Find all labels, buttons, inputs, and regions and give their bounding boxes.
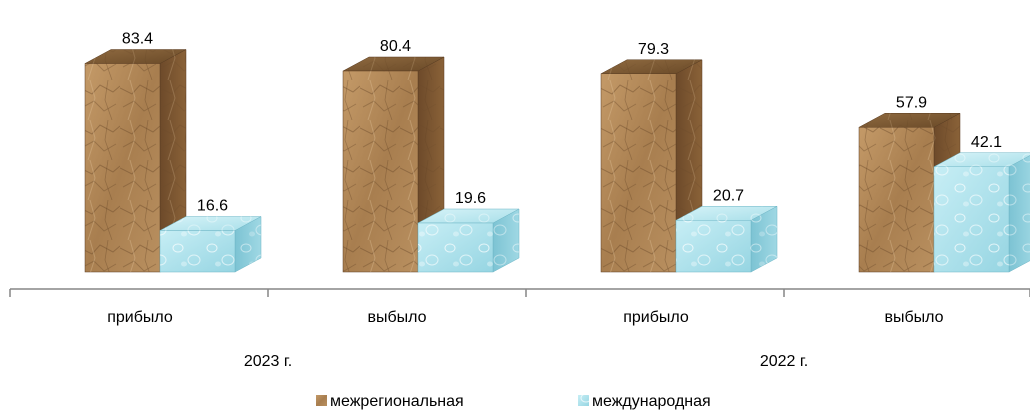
bar-front-texture	[343, 71, 418, 272]
group-label-2: 2022 г.	[760, 353, 808, 370]
bar-side-texture	[160, 49, 186, 272]
value-label-series-2-cat-1: 16.6	[197, 198, 228, 215]
value-label-series-1-cat-3: 79.3	[638, 41, 669, 58]
bar-top-texture	[859, 113, 960, 128]
bar-top-texture	[934, 152, 1030, 167]
bar-side-texture	[751, 206, 777, 272]
category-label-3: прибыло	[623, 309, 689, 326]
bar-series-2-cat-2	[417, 208, 520, 273]
bar-front-texture	[601, 73, 676, 272]
bar-top-texture	[343, 57, 444, 71]
bar-side-texture	[493, 209, 519, 272]
category-label-1: прибыло	[107, 309, 173, 326]
category-label-4: выбыло	[884, 309, 943, 326]
bar-top-texture	[418, 209, 519, 223]
value-label-series-2-cat-2: 19.6	[455, 190, 486, 207]
bars-layer	[84, 49, 1030, 273]
value-label-series-1-cat-1: 83.4	[122, 31, 153, 48]
group-labels: 2023 г. 2022 г.	[244, 353, 808, 370]
bar-series-2-cat-1	[159, 216, 262, 273]
bar-top-texture	[676, 206, 777, 221]
legend-item-series-2: международная	[578, 393, 711, 410]
bar-series-2-cat-4	[933, 152, 1030, 273]
value-label-series-1-cat-2: 80.4	[380, 38, 411, 55]
value-labels-layer: 83.4 80.4 79.3 57.9 16.6 19.6 20.7 42.1	[122, 31, 1002, 215]
bar-top-texture	[601, 59, 702, 74]
value-label-series-2-cat-3: 20.7	[713, 187, 744, 204]
bar-front-texture	[160, 230, 235, 272]
bar-series-2-cat-3	[675, 205, 778, 273]
value-label-series-2-cat-4: 42.1	[971, 134, 1002, 151]
bar-front-texture	[418, 223, 493, 272]
bar-top-texture	[160, 216, 261, 231]
bar-front-texture	[859, 127, 934, 272]
legend-label-series-1: межрегиональная	[330, 393, 464, 410]
bar-front-texture	[934, 166, 1009, 272]
x-axis-ticks	[9, 289, 1030, 297]
bar-front-texture	[85, 63, 160, 272]
legend-label-series-2: международная	[592, 393, 711, 410]
bar-top-texture	[85, 49, 186, 64]
legend: межрегиональная международная	[316, 393, 711, 410]
bar-side-texture	[235, 216, 261, 272]
category-label-2: выбыло	[367, 309, 426, 326]
group-label-1: 2023 г.	[244, 353, 292, 370]
category-labels: прибыло выбыло прибыло выбыло	[107, 309, 943, 326]
bar-side-texture	[1009, 155, 1030, 272]
bar-series-1-cat-1	[84, 49, 187, 273]
legend-item-series-1: межрегиональная	[316, 393, 464, 410]
bar-front-texture	[676, 220, 751, 272]
value-label-series-1-cat-4: 57.9	[896, 94, 927, 111]
